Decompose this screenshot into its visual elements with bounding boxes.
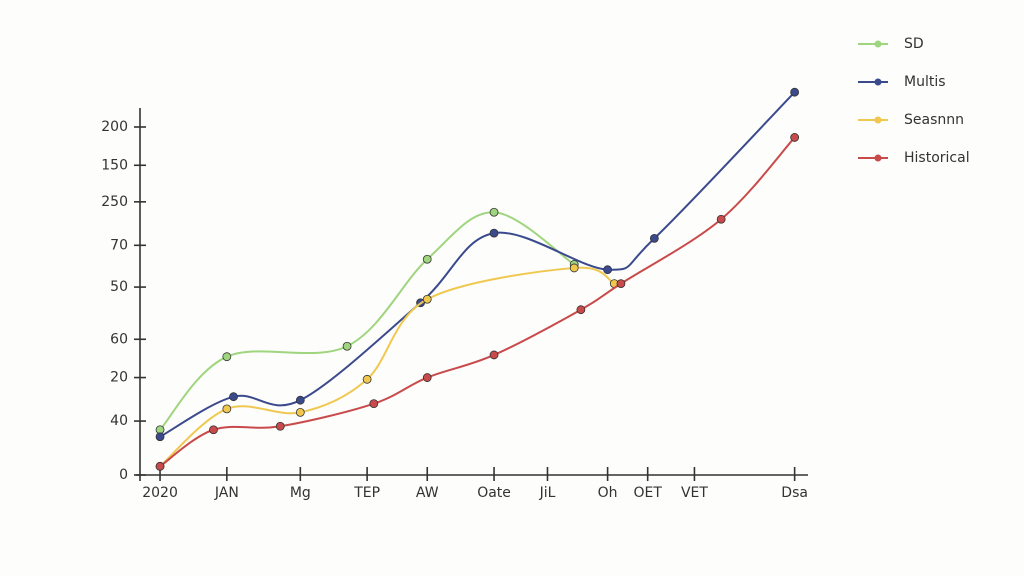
x-tick-label: VET [681,485,708,501]
point [369,399,379,409]
point [616,279,626,289]
point [222,404,232,414]
legend-dot [874,154,882,162]
x-tick-label: Dsa [781,485,808,501]
point [489,228,499,238]
point [790,133,800,142]
x-tick-label: JiL [539,485,556,501]
point [603,265,612,275]
point [489,207,499,217]
y-tick-label: 150 [101,157,128,173]
x-tick-label: Oate [477,485,511,501]
point [422,294,432,304]
y-tick-label: 20 [110,370,128,386]
point [422,254,432,264]
point [342,341,352,351]
x-tick-label: 2020 [142,485,178,501]
point [295,407,305,417]
point [569,263,579,273]
point [576,305,586,315]
x-tick-label: AW [416,485,439,501]
x-tick-label: OET [633,485,662,501]
legend-label: Historical [904,150,970,166]
line [159,266,615,468]
line [159,136,796,468]
point [155,432,165,442]
legend-dot [874,116,882,124]
x-tick-label: TEP [353,485,380,501]
legend-label: Multis [904,74,946,90]
y-tick-label: 50 [110,279,128,295]
x-tick-label: Mg [290,485,311,501]
y-tick-label: 70 [110,237,128,253]
point [649,233,659,243]
line [159,211,575,431]
point [362,374,372,384]
legend-label: Seasnnn [904,112,964,128]
point [229,392,238,402]
legend-label: SD [904,36,924,52]
legend-dot [874,78,882,86]
y-tick-label: 250 [101,194,128,210]
legend-dot [874,40,882,48]
point [489,350,499,360]
point [295,395,305,405]
point [209,425,218,435]
y-tick-label: 200 [101,119,128,135]
point [790,87,800,97]
point [222,352,232,362]
point [716,214,726,224]
x-tick-label: Oh [598,485,618,501]
y-tick-label: 60 [110,331,128,347]
point [155,461,165,471]
line [159,91,796,438]
point [275,421,285,431]
y-tick-label: 40 [110,413,128,429]
x-tick-label: JAN [214,485,239,501]
y-tick-label: 0 [119,467,128,483]
point [422,373,432,382]
